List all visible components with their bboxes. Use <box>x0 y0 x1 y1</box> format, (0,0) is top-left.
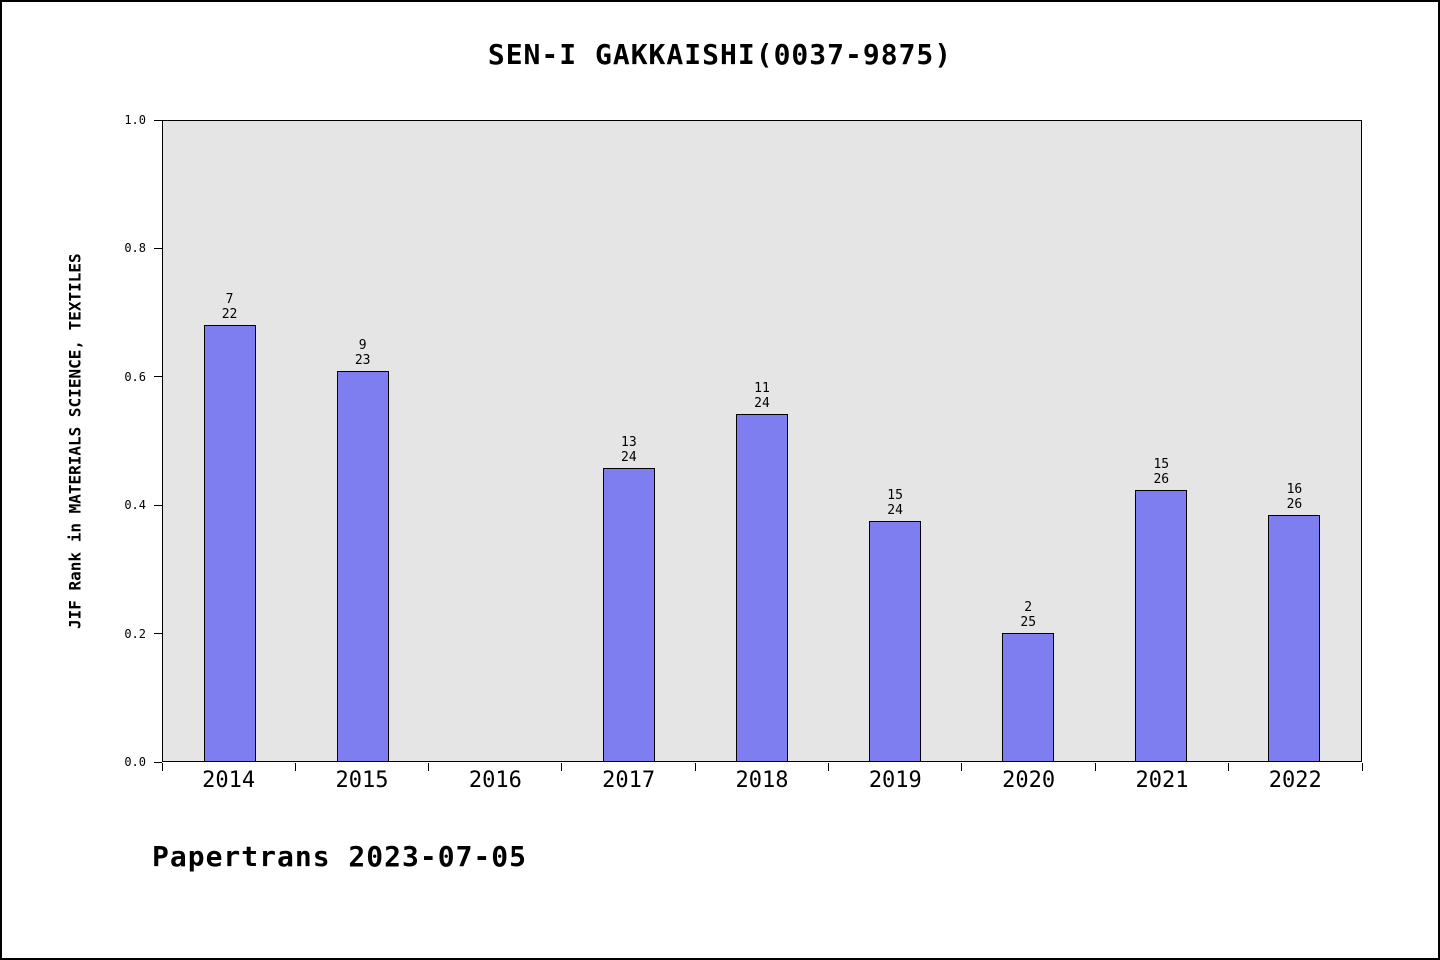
y-tick-label: 0.0 <box>124 755 146 769</box>
bar-slot: 2 25 <box>962 121 1095 761</box>
x-tick-label: 2021 <box>1135 768 1189 793</box>
y-tick-mark <box>154 247 162 249</box>
bar-slot: 16 26 <box>1228 121 1361 761</box>
x-tick-label: 2015 <box>335 768 389 793</box>
y-tick-label: 0.2 <box>124 626 146 641</box>
bar-label: 9 23 <box>354 338 371 369</box>
y-tick-mark <box>154 119 162 121</box>
bar <box>1268 514 1321 761</box>
y-tick-label: 1.0 <box>124 113 146 127</box>
x-tick-mark <box>694 763 696 771</box>
x-tick-mark <box>1228 763 1230 771</box>
x-axis-labels: 2014 2015 2016 2017 2018 2019 2020 2021 2022 <box>162 768 1362 793</box>
x-tick-mark <box>561 763 563 771</box>
footer-text: Papertrans 2023-07-05 <box>152 840 528 873</box>
x-tick-mark <box>828 763 830 771</box>
x-axis-ticks <box>161 763 1363 771</box>
y-tick-label: 0.8 <box>124 241 146 256</box>
bar-label: 16 26 <box>1286 481 1303 512</box>
bar <box>336 371 389 761</box>
y-tick-mark <box>154 633 162 635</box>
bar-label: 2 25 <box>1020 600 1037 630</box>
x-tick-mark <box>161 763 163 771</box>
bar-label: 7 22 <box>221 291 238 322</box>
bar <box>602 467 655 761</box>
bars-layer: 7 22 9 23 13 24 11 24 15 24 2 25 15 26 16 26 <box>163 121 1361 761</box>
x-tick-label: 2017 <box>602 768 656 793</box>
y-tick-mark <box>154 376 162 378</box>
bar-slot: 7 22 <box>163 121 296 761</box>
bar-slot: 11 24 <box>695 121 828 761</box>
bar-label: 15 24 <box>887 488 903 518</box>
y-tick-label: 0.4 <box>124 498 146 513</box>
x-tick-mark <box>961 763 963 771</box>
x-tick-label: 2019 <box>868 768 922 793</box>
plot-area: 7 22 9 23 13 24 11 24 15 24 2 25 15 26 16 26 <box>162 120 1362 762</box>
x-tick-label: 2022 <box>1268 768 1322 793</box>
x-tick-label: 2018 <box>735 768 789 793</box>
x-tick-mark <box>294 763 296 771</box>
bar-label: 11 24 <box>754 381 770 412</box>
bar <box>1002 633 1055 761</box>
bar <box>735 414 788 761</box>
x-tick-mark <box>1094 763 1096 771</box>
chart-title: SEN-I GAKKAISHI(0037-9875) <box>487 38 953 71</box>
bar-slot: 13 24 <box>562 121 695 761</box>
bar-slot <box>429 121 562 761</box>
y-tick-mark <box>154 504 162 506</box>
bar <box>1135 490 1188 761</box>
bar-slot: 9 23 <box>296 121 429 761</box>
x-tick-label: 2014 <box>202 768 256 793</box>
bar-slot: 15 24 <box>829 121 962 761</box>
bar <box>203 324 256 761</box>
bar-slot: 15 26 <box>1095 121 1228 761</box>
bar-label: 13 24 <box>621 434 637 465</box>
x-tick-mark <box>428 763 430 771</box>
y-tick-mark <box>154 761 162 763</box>
x-tick-label: 2020 <box>1002 768 1056 793</box>
bar <box>869 521 922 761</box>
y-tick-label: 0.6 <box>124 369 146 384</box>
y-axis: 0.0 0.2 0.4 0.6 0.8 1.0 <box>2 113 162 769</box>
bar-label: 15 26 <box>1153 457 1170 488</box>
x-tick-mark <box>1361 763 1363 771</box>
x-tick-label: 2016 <box>468 768 522 793</box>
